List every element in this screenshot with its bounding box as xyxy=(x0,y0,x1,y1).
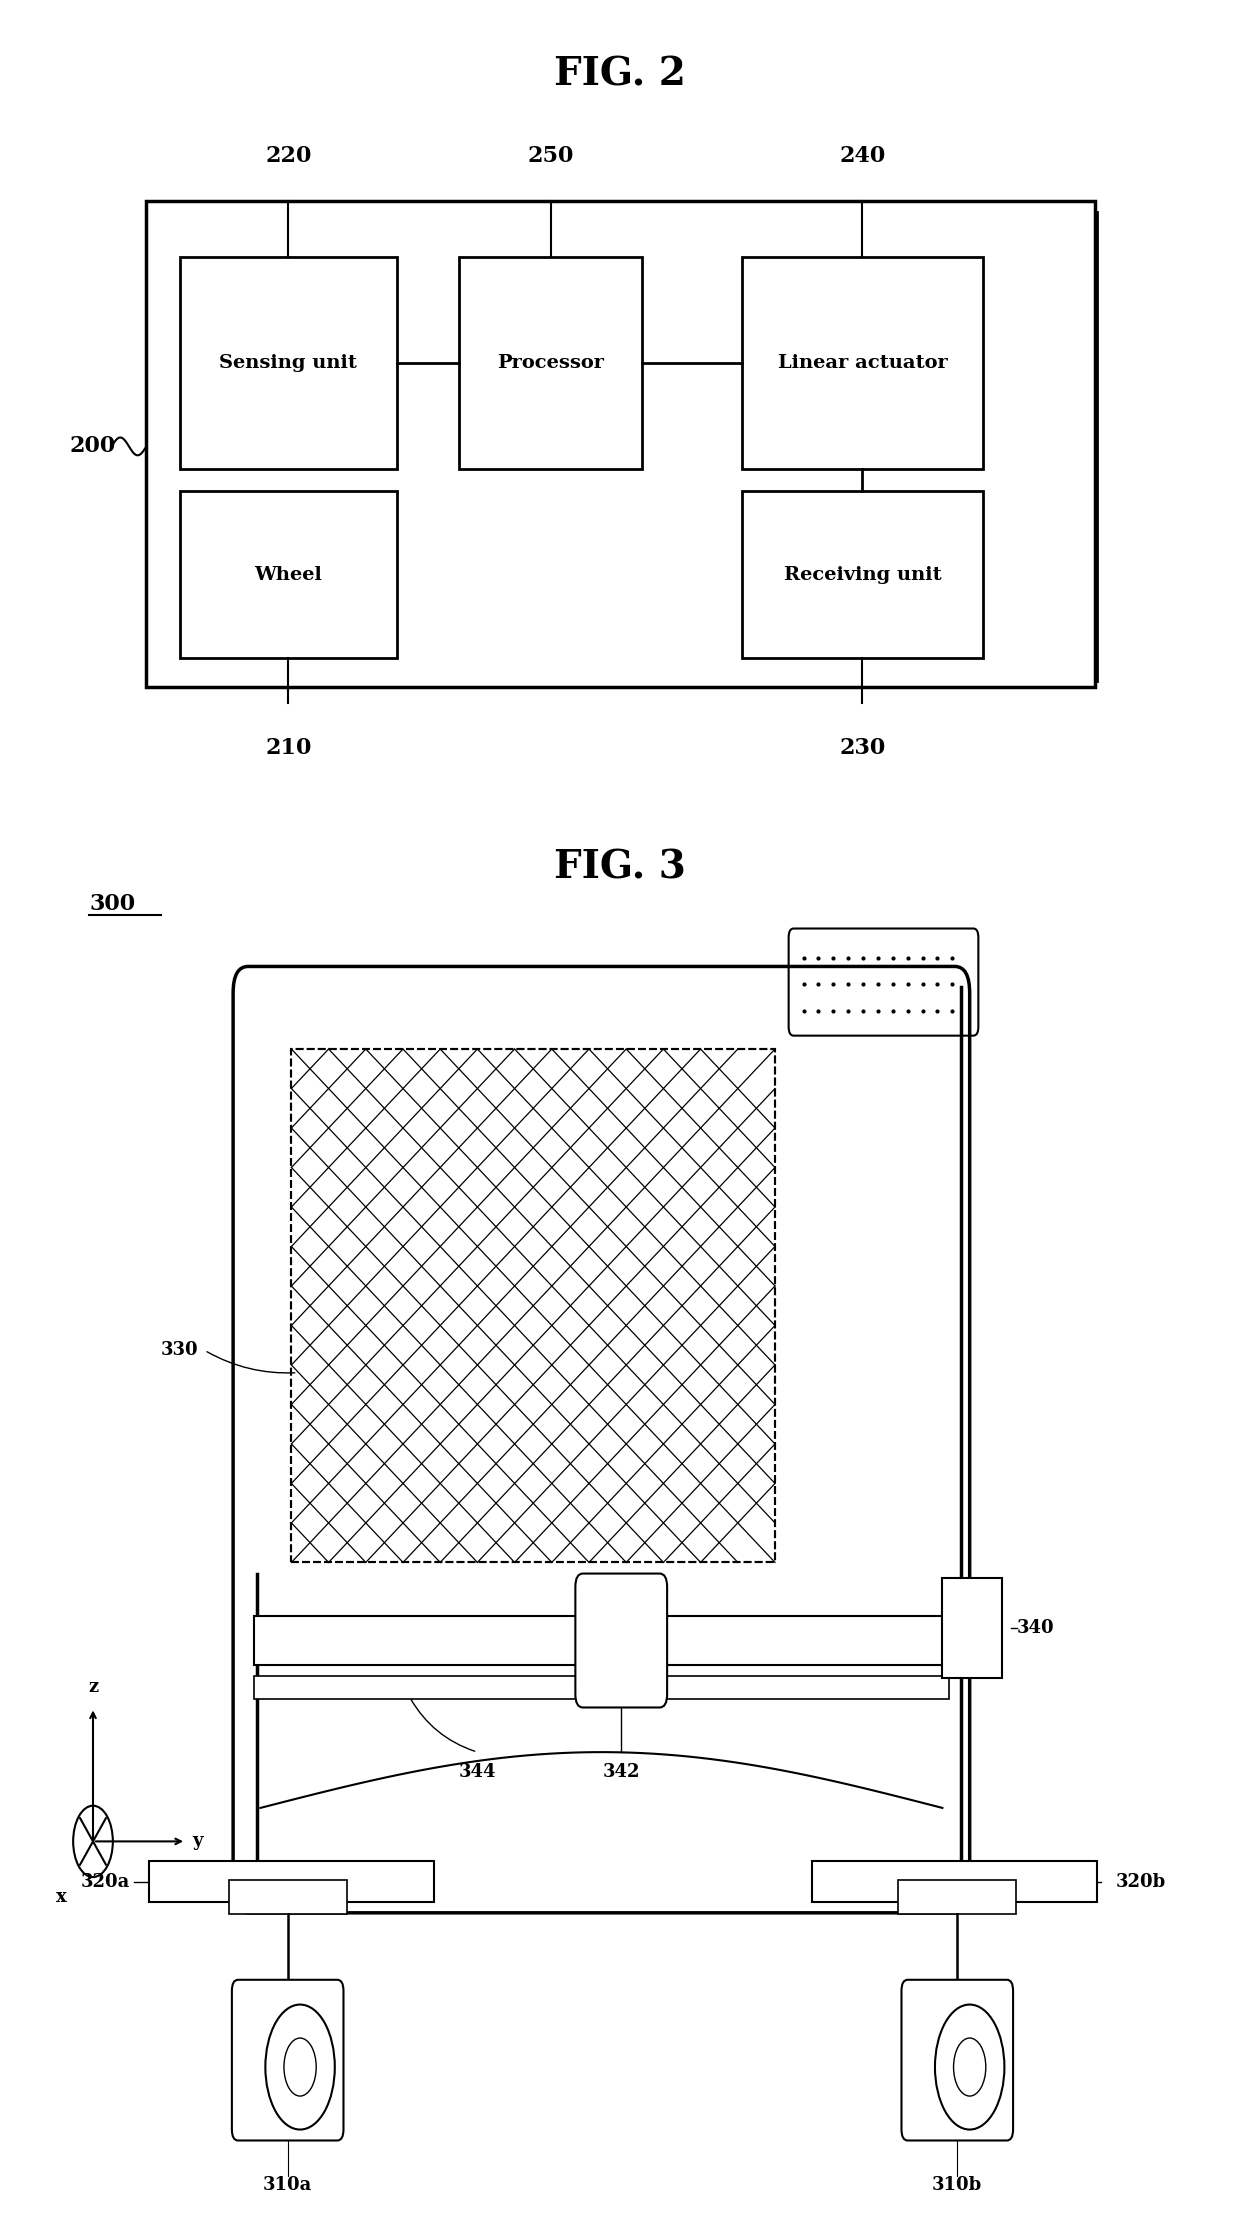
Text: Wheel: Wheel xyxy=(254,565,322,585)
Text: 240: 240 xyxy=(839,145,885,167)
Text: 344: 344 xyxy=(459,1763,496,1781)
Text: FIG. 2: FIG. 2 xyxy=(554,56,686,94)
Bar xyxy=(228,1879,346,1915)
Text: 250: 250 xyxy=(527,145,574,167)
Bar xyxy=(942,1578,1002,1678)
Text: FIG. 3: FIG. 3 xyxy=(554,848,686,886)
Text: 340: 340 xyxy=(1017,1618,1054,1638)
Bar xyxy=(291,1049,775,1562)
Bar xyxy=(254,1676,949,1699)
Bar xyxy=(254,1616,949,1665)
Bar xyxy=(898,1879,1017,1915)
Text: 310a: 310a xyxy=(263,2176,312,2194)
Text: Sensing unit: Sensing unit xyxy=(219,353,357,373)
Bar xyxy=(812,1861,1097,1902)
Bar xyxy=(742,257,983,469)
Text: z: z xyxy=(88,1678,98,1696)
FancyBboxPatch shape xyxy=(233,966,970,1913)
Bar xyxy=(149,1861,434,1902)
Text: 342: 342 xyxy=(603,1763,640,1781)
FancyBboxPatch shape xyxy=(575,1574,667,1707)
Bar xyxy=(180,257,397,469)
Text: 230: 230 xyxy=(839,737,885,759)
Bar xyxy=(146,201,1095,687)
Text: 300: 300 xyxy=(89,893,135,915)
Bar xyxy=(180,491,397,658)
Bar xyxy=(742,491,983,658)
Text: 320a: 320a xyxy=(81,1873,130,1891)
FancyBboxPatch shape xyxy=(232,1980,343,2140)
Text: 210: 210 xyxy=(265,737,311,759)
Bar xyxy=(459,257,642,469)
Bar xyxy=(291,1049,775,1562)
Text: 200: 200 xyxy=(69,435,117,458)
Text: 320b: 320b xyxy=(1116,1873,1167,1891)
Bar xyxy=(291,1049,775,1562)
Text: y: y xyxy=(192,1832,202,1850)
Text: 220: 220 xyxy=(265,145,311,167)
Bar xyxy=(149,212,1097,681)
FancyBboxPatch shape xyxy=(901,1980,1013,2140)
Text: Processor: Processor xyxy=(497,353,604,373)
Text: Receiving unit: Receiving unit xyxy=(784,565,941,585)
Text: 330: 330 xyxy=(161,1341,198,1359)
Text: 310b: 310b xyxy=(932,2176,982,2194)
Text: Linear actuator: Linear actuator xyxy=(777,353,947,373)
Text: x: x xyxy=(56,1888,67,1906)
